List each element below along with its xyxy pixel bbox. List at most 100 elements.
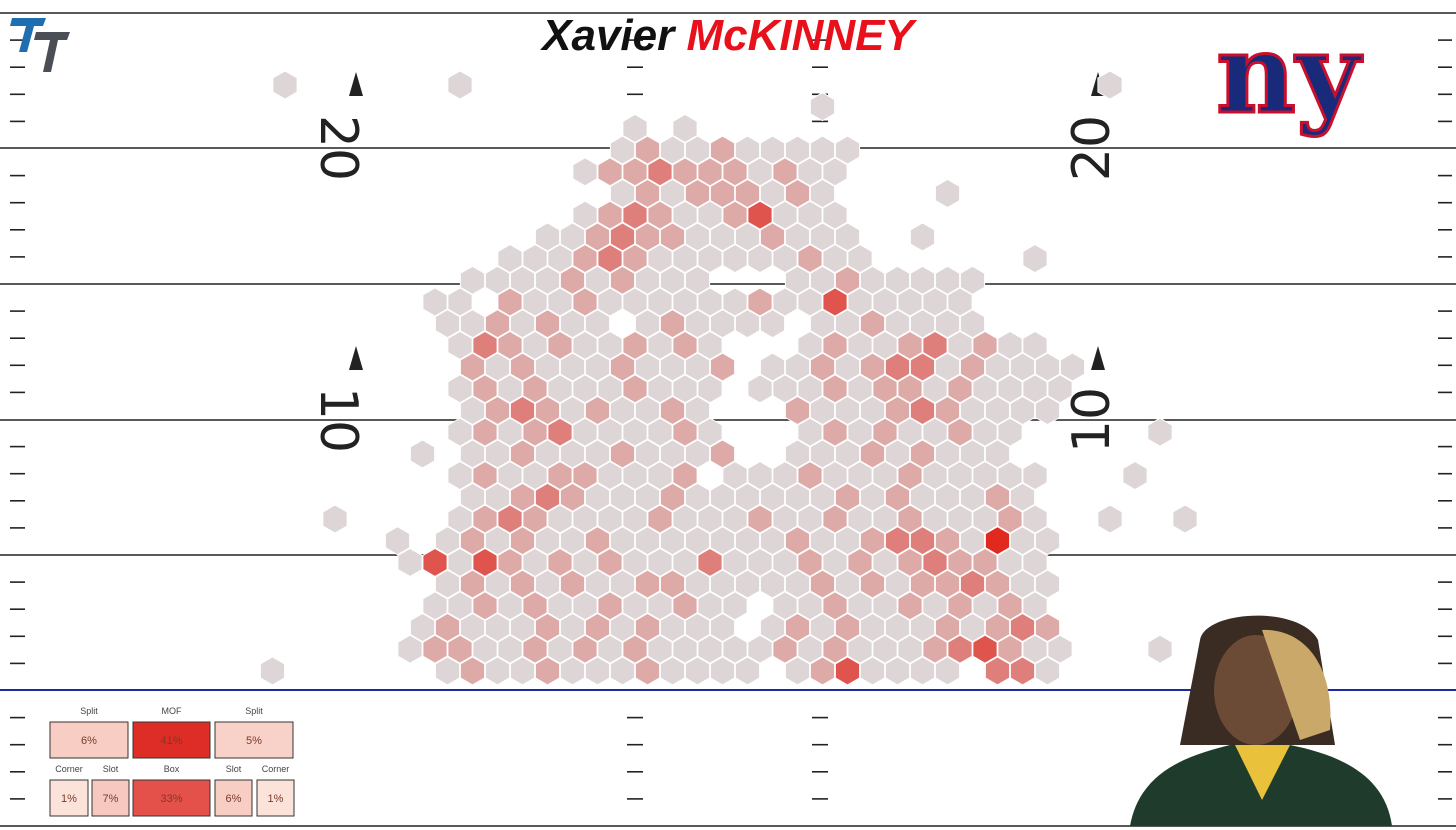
hex-bin — [1022, 591, 1048, 621]
hex-bin — [797, 157, 823, 187]
hex-bin — [1022, 244, 1048, 274]
hex-bin — [747, 547, 773, 577]
hex-bin — [597, 200, 623, 230]
hex-bin — [497, 504, 523, 534]
zone-label: MOF — [162, 706, 182, 716]
hex-bin — [884, 569, 911, 599]
hex-bin — [584, 569, 611, 599]
hex-bin — [922, 547, 948, 577]
hex-bin — [847, 287, 873, 317]
hex-bin — [497, 461, 523, 491]
hex-bin — [634, 569, 661, 599]
zone-label: Slot — [103, 764, 119, 774]
hex-bin — [684, 656, 711, 686]
hex-bin — [847, 591, 873, 621]
hex-bin — [997, 547, 1023, 577]
hex-bin — [984, 526, 1011, 556]
hex-bin — [772, 374, 798, 404]
hex-bin — [959, 395, 986, 426]
hex-bin — [997, 634, 1023, 664]
hex-bin — [434, 569, 461, 599]
hex-bin — [509, 526, 536, 556]
hex-bin — [897, 330, 923, 360]
hex-bin — [459, 309, 486, 339]
hex-bin — [759, 482, 786, 512]
hex-bin — [1022, 547, 1048, 577]
hex-bin — [684, 309, 711, 339]
hex-bin — [784, 482, 811, 512]
hex-bin — [522, 417, 548, 447]
hex-bin — [659, 526, 686, 556]
hex-bin — [647, 547, 673, 577]
hex-bin — [734, 309, 761, 339]
hex-bin — [384, 526, 411, 556]
hex-bin — [572, 287, 598, 317]
hex-bin — [572, 244, 598, 274]
hex-bin — [759, 526, 786, 556]
hex-bin — [534, 222, 561, 252]
hex-bin — [722, 591, 748, 621]
hex-bin — [634, 439, 661, 469]
player-photo — [1130, 615, 1392, 826]
hex-bin — [859, 439, 886, 469]
team-logo: ny — [1216, 9, 1363, 138]
hex-bin — [497, 547, 523, 577]
hex-bin — [509, 656, 536, 686]
hex-bin — [509, 309, 536, 339]
hex-bin — [434, 612, 461, 643]
direction-arrow — [349, 346, 363, 370]
hex-bin — [797, 417, 823, 447]
hex-bin — [759, 612, 786, 643]
zone-cell — [132, 779, 211, 817]
hex-bin — [834, 526, 861, 556]
hex-bin — [709, 569, 736, 599]
hex-bin — [634, 309, 661, 339]
hex-bin — [647, 634, 673, 664]
hex-bin — [659, 656, 686, 686]
hex-bin — [922, 374, 948, 404]
hex-bin — [472, 591, 498, 621]
hex-bin — [847, 461, 873, 491]
hex-bin — [809, 656, 836, 686]
hex-bin — [934, 482, 961, 512]
hex-bin — [522, 461, 548, 491]
hex-bin — [672, 113, 698, 143]
hex-bin — [934, 656, 961, 686]
hex-bin — [734, 482, 761, 512]
hex-bin — [672, 330, 698, 360]
hex-bin — [697, 287, 723, 317]
hex-bin — [447, 461, 473, 491]
hex-bin — [1034, 569, 1061, 599]
hex-bin — [784, 612, 811, 643]
hex-bin — [784, 265, 811, 295]
hex-bin — [972, 547, 998, 577]
hex-bin — [697, 547, 723, 577]
hex-bin — [784, 352, 811, 382]
hex-bin — [734, 222, 761, 252]
hex-bin — [609, 656, 636, 686]
hex-bin — [847, 504, 873, 534]
hex-bin — [747, 504, 773, 534]
hex-bin — [672, 504, 698, 534]
hex-bin — [884, 612, 911, 643]
hex-bin — [472, 417, 498, 447]
hex-bin — [959, 352, 986, 382]
hex-bin — [1009, 395, 1036, 426]
hex-bin — [272, 70, 298, 100]
hex-bin — [859, 395, 886, 426]
hex-bin — [659, 309, 686, 339]
hex-bin — [447, 547, 473, 577]
hex-bin — [934, 439, 961, 469]
hex-bin — [634, 178, 661, 209]
hex-bin — [809, 569, 836, 599]
hex-bin — [872, 591, 898, 621]
hex-bin — [547, 330, 573, 360]
hex-bin — [534, 352, 561, 382]
hex-bin — [584, 612, 611, 643]
hex-bin — [959, 612, 986, 643]
hex-bin — [647, 244, 673, 274]
hex-bin — [997, 461, 1023, 491]
hex-bin — [672, 547, 698, 577]
hex-bin — [659, 265, 686, 295]
